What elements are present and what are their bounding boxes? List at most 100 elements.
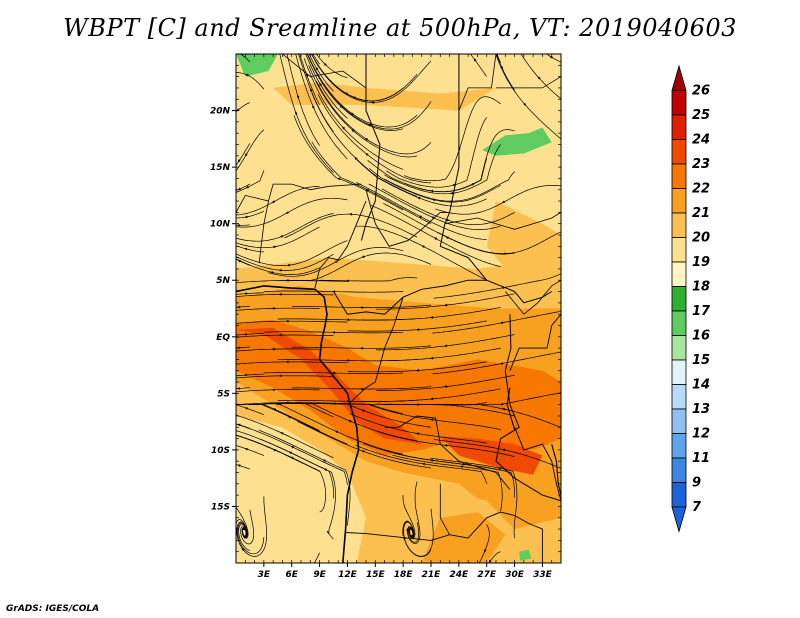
colorbar-label: 24: [692, 133, 710, 148]
colorbar-label: 18: [692, 280, 710, 295]
streamline-arrow: [334, 430, 339, 434]
streamline-arrow: [537, 76, 541, 80]
border-drc-east: [495, 314, 561, 502]
streamline-arrow: [342, 126, 346, 130]
streamline-arrow: [445, 236, 450, 240]
lon-tick-label: 3E: [258, 570, 271, 580]
streamline-arrow: [323, 62, 327, 66]
streamline-arrow: [305, 73, 309, 78]
credit-text: GrADS: IGES/COLA: [6, 604, 100, 614]
streamline-arrow: [319, 82, 323, 87]
streamline: [313, 552, 320, 563]
streamline-arrow: [231, 120, 233, 122]
streamline-arrow: [245, 74, 250, 77]
streamline-arrow: [501, 200, 506, 204]
lon-tick-label: 33E: [533, 570, 553, 580]
streamline-arrow: [231, 237, 233, 238]
colorbar-label: 23: [692, 157, 710, 172]
colorbar-swatch: [671, 433, 687, 459]
streamline-arrow: [409, 535, 414, 539]
streamline-arrow: [270, 271, 275, 274]
colorbar-label: 9: [692, 476, 701, 491]
coastline-west: [236, 285, 360, 563]
lat-tick-label: 15S: [211, 502, 230, 512]
lon-tick-label: 18E: [394, 570, 414, 580]
streamline-arrow: [364, 138, 369, 141]
streamline-arrow: [417, 196, 421, 200]
colorbar-label: 19: [692, 255, 710, 270]
map-plot-area: [231, 54, 561, 563]
streamlines: [231, 54, 561, 563]
colorbar: 26 25 24 23 22 21 20 19 18 17 16 15 14 13 12 11 9 7: [671, 64, 711, 533]
colorbar-label: 20: [692, 231, 710, 246]
colorbar-label: 26: [692, 84, 710, 99]
border-chad-car: [365, 189, 450, 247]
streamline-arrow: [232, 277, 234, 278]
lat-tick-label: 10N: [210, 220, 231, 230]
map-frame: [235, 53, 562, 564]
colorbar-swatch: [671, 408, 687, 434]
streamline: [236, 197, 237, 199]
streamline-arrow: [361, 409, 366, 413]
colorbar-top-cap: [671, 64, 687, 91]
colorbar-swatch: [671, 163, 687, 189]
colorbar-label: 12: [692, 427, 710, 442]
streamline-arrow: [287, 416, 292, 419]
colorbar-label: 11: [692, 451, 710, 466]
streamline-arrow: [473, 58, 477, 62]
map-title: WBPT [C] and Sreamline at 500hPa, VT: 20…: [63, 14, 737, 42]
lat-tick-label: 10S: [211, 446, 230, 456]
streamline-arrow: [295, 111, 298, 116]
streamline-arrow: [365, 153, 369, 156]
streamline-arrow: [245, 185, 250, 189]
streamline-arrow: [368, 123, 372, 127]
shade-yellow-southwest: [236, 416, 366, 563]
colorbar-swatch: [671, 384, 687, 410]
streamline-arrow: [237, 158, 241, 163]
streamline-arrow: [315, 66, 319, 71]
streamline-arrow: [523, 102, 527, 106]
streamline-arrow: [241, 547, 245, 552]
streamline: [236, 319, 237, 321]
border-egypt-sudan: [458, 54, 497, 111]
border-chad-niger: [360, 54, 381, 241]
border-namibia: [345, 532, 469, 541]
streamline-arrow: [280, 432, 284, 435]
streamline-arrow: [484, 548, 487, 553]
streamline-arrow: [271, 200, 276, 203]
streamline: [236, 401, 237, 402]
streamline-arrow: [237, 260, 242, 263]
streamline-arrow: [245, 152, 248, 157]
streamline-arrow: [344, 92, 349, 96]
colorbar-swatch: [671, 188, 687, 214]
colorbar-swatch: [671, 310, 687, 336]
streamline: [236, 75, 237, 76]
streamline-arrow: [501, 448, 506, 452]
streamline-arrow: [290, 446, 295, 449]
colorbar-label: 22: [692, 182, 710, 197]
streamline-arrow: [421, 245, 426, 249]
border-sudan: [439, 54, 552, 304]
lake-malawi: [551, 444, 561, 496]
streamline-arrow: [285, 211, 290, 214]
streamline-arrow: [500, 65, 504, 70]
streamline-arrow: [433, 237, 438, 241]
streamline-arrow: [361, 255, 366, 258]
streamline-arrow: [418, 215, 423, 219]
colorbar-label: 16: [692, 329, 710, 344]
streamline-arrow: [296, 94, 300, 99]
streamline-arrow: [337, 177, 341, 181]
colorbar-label: 7: [692, 500, 702, 515]
streamline-arrow: [354, 157, 358, 161]
streamline-arrow: [237, 464, 242, 468]
streamline-arrow: [309, 88, 313, 93]
streamline-arrow: [231, 161, 233, 163]
streamline-arrow: [290, 456, 295, 460]
lat-tick-label: 5S: [217, 389, 230, 399]
streamline-arrow: [501, 407, 506, 411]
colorbar-swatch: [671, 335, 687, 361]
colorbar-swatch: [671, 90, 687, 116]
lon-tick-label: 15E: [366, 570, 386, 580]
colorbar-swatch: [671, 114, 687, 140]
border-lake-victoria: [509, 313, 561, 371]
